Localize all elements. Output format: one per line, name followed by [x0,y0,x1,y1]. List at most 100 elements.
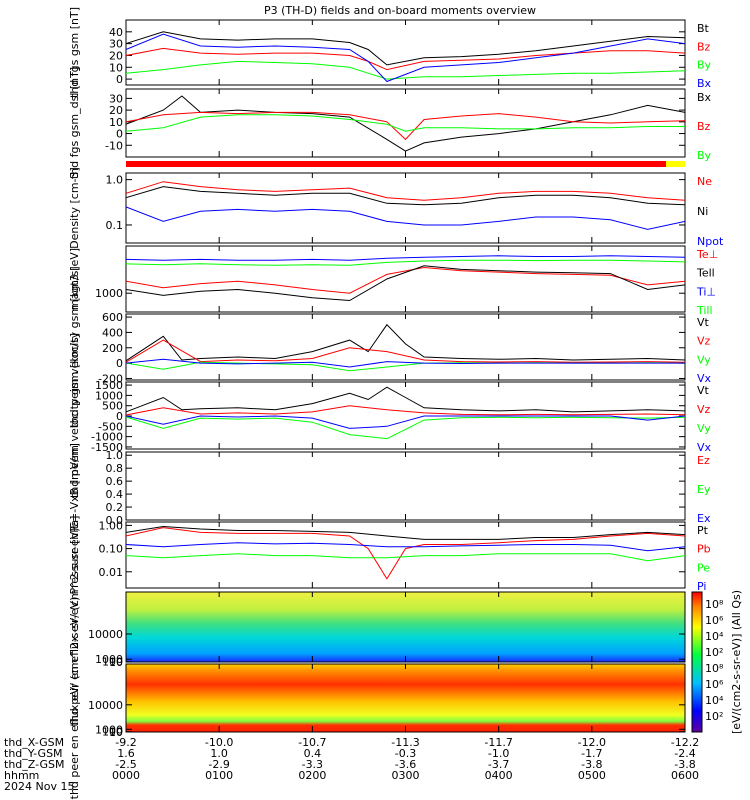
series-line-Vt [125,323,686,362]
colorbar-tick-label: 10² [705,646,723,659]
colorbar-group: 10⁸ 10⁶ 10⁴ 10² 10⁸ 10⁶ 10⁴ 10² [eV/(cm2-s-sr-eV… [691,590,743,734]
footer-value: -11.7 [484,736,512,749]
footer-value: -2.4 [674,747,695,760]
colorbar-label: [eV/(cm2-s-sr-eV)] (All Qs) [730,590,743,734]
legend-entry: Vz [697,335,711,348]
legend-entry: Bx [697,91,712,104]
series-line-Vz [125,339,686,363]
series-line-Ne [125,181,686,201]
legend-entry: Pb [697,543,711,556]
footer-row-label: thd_X-GSM [4,736,64,749]
mode-status-bar [126,161,685,167]
series-line-Bz [125,111,686,141]
legend-entry: Tell [696,267,715,280]
footer-value: -3.6 [395,758,416,771]
legend-entry: Ti⊥ [696,285,716,298]
panel-2: 0.1 1.0 Density [cm-3] Ne Ni Npot [68,167,724,249]
y-tick-label: -10 [105,139,123,152]
footer-value: -0.3 [395,747,416,760]
series-line-Bt [125,31,686,66]
legend-entry: Vx [697,441,712,454]
legend-entry: Ex [697,512,711,525]
y-tick-label: 40 [109,26,123,39]
y-tick-label: 400 [102,326,123,339]
y-tick-label: 1500 [95,379,123,392]
y-tick-label: -1000 [91,431,123,444]
panel-frame [125,172,686,244]
legend-entry: Te⊥ [696,248,718,261]
footer-value: -1.7 [581,747,602,760]
footer-value: -9.2 [115,736,136,749]
footer-value: -11.3 [391,736,419,749]
y-tick-label: 600 [102,311,123,324]
series-line-Pt [125,525,686,540]
y-axis-label: thd fgs gsm_dsl [nT] [68,67,81,179]
colorbar-tick-label: 10² [705,710,723,723]
legend-entry: Till [696,304,713,317]
status-segment-red [126,161,666,167]
series-line-By [125,60,686,80]
y-tick-label: -1500 [91,441,123,454]
footer-value: 0000 [112,769,140,782]
series-line-By [125,114,685,132]
legend-entry: Vx [697,372,712,385]
y-tick-label: 20 [109,104,123,117]
y-tick-label: 10 [109,61,123,74]
panel-frame [125,451,686,521]
legend-entry: Vt [697,384,710,397]
colorbar-tick-label: 10⁶ [705,614,724,627]
y-tick-label: 0 [116,73,123,86]
legend-entry: Ey [697,483,711,496]
footer-value: -2.5 [115,758,136,771]
y-tick-label: 0.1 [106,219,124,232]
y-tick-label: 0.01 [99,566,124,579]
legend-entry: Ne [697,175,712,188]
y-tick-label: 30 [109,92,123,105]
series-line-Pe [125,553,686,562]
series-line-Bx [125,95,686,152]
legend-entry: Bt [697,22,710,35]
footer-value: 0.4 [304,747,322,760]
y-axis-label: magt3 [eV] [68,248,81,310]
y-axis-label: thd peem velocity gsm [km/s] [68,333,81,498]
legend-entry: Pi [697,580,706,593]
footer-value: -2.9 [208,758,229,771]
y-tick-label: 10000 [88,699,123,712]
y-tick-label: 0 [116,128,123,141]
legend-entry: Npot [697,235,724,248]
y-tick-label: 30 [109,38,123,51]
spectrogram-8 [126,592,685,662]
footer-value: 0100 [205,769,233,782]
y-tick-label: 0.6 [106,475,124,488]
colorbar-tick-label: 10⁸ [705,598,724,611]
footer-value: -3.8 [674,758,695,771]
series-line-Till [125,259,686,266]
footer-value: -1.0 [488,747,509,760]
y-axis-label: thd peir en eflux eV/ (cm^2-s-sr-eV) [68,527,81,726]
footer-value: 1.6 [117,747,135,760]
y-tick-label: 0.8 [106,462,124,475]
footer-value: 0200 [298,769,326,782]
y-tick-label: 1000 [95,389,123,402]
colorbar-tick-label: 10⁸ [705,662,724,675]
ephemeris-footer: thd_X-GSM -9.2 -10.0 -10.7 -11.3 -11.7 -12.0 -1… [4,736,699,793]
panel-frame [125,313,686,381]
y-tick-label: 10 [109,116,123,129]
legend-entry: Bx [697,77,712,90]
y-tick-label: 10000 [88,628,123,641]
legend-entry: Pe [697,561,710,574]
y-tick-label: 200 [102,342,123,355]
y-axis-label: Density [cm-3] [68,167,81,249]
footer-value: 1.0 [210,747,228,760]
y-tick-label: 1.00 [99,519,124,532]
y-axis-label: thd peer en eflux eV/ (cm^2-s-sr-eV) [68,597,81,800]
legend-entry: Vt [697,316,710,329]
footer-value: -10.0 [205,736,233,749]
y-tick-label: 0.10 [99,543,124,556]
legend-entry: Pt [697,524,709,537]
footer-value: -10.7 [298,736,326,749]
